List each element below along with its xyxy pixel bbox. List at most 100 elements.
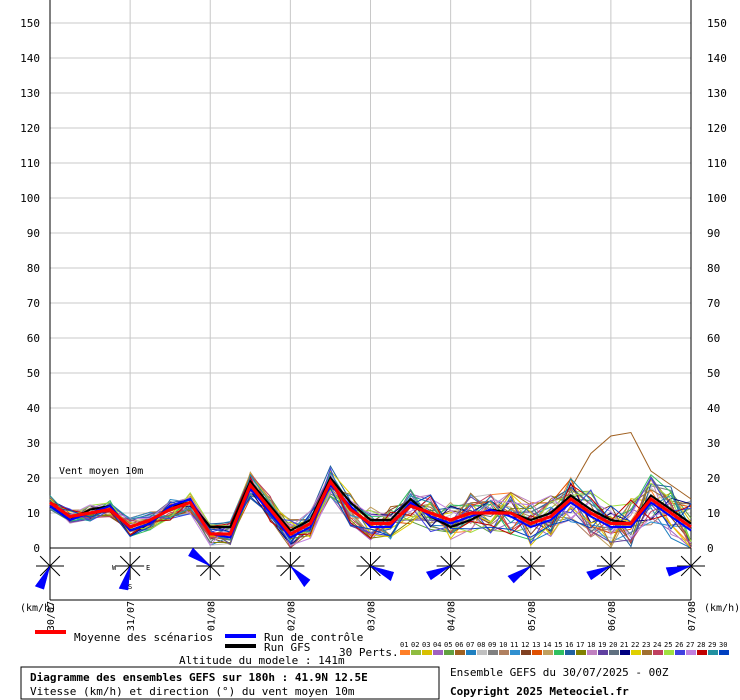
footer-title: Diagramme des ensembles GEFS sur 180h : …: [30, 671, 368, 684]
perturbation-number: 05: [444, 641, 452, 649]
perturbation-swatch: [653, 650, 663, 655]
perturbation-swatch: [488, 650, 498, 655]
y-tick-label-right: 60: [707, 332, 720, 345]
wind-rose-spoke: [129, 565, 141, 577]
perturbation-swatch: [400, 650, 410, 655]
wind-rose-spoke: [610, 555, 622, 567]
y-tick-label-left: 130: [20, 87, 40, 100]
y-tick-label-left: 110: [20, 157, 40, 170]
perturbation-number: 17: [576, 641, 584, 649]
perturbation-number: 25: [664, 641, 672, 649]
wind-direction-pointer: [118, 565, 131, 591]
perturbation-swatch: [697, 650, 707, 655]
perturbation-number: 24: [653, 641, 661, 649]
y-tick-label-right: 120: [707, 122, 727, 135]
x-tick-label: 05/08: [527, 601, 538, 631]
wind-direction-pointer: [665, 565, 692, 577]
wind-rose-spoke: [600, 555, 612, 567]
perturbation-number: 21: [620, 641, 628, 649]
footer-box: [20, 666, 440, 700]
wind-rose-spoke: [690, 555, 702, 567]
x-tick-label: 07/08: [687, 601, 698, 631]
perturbation-number: 30: [719, 641, 727, 649]
y-tick-label-left: 60: [27, 332, 40, 345]
y-tick-label-right: 30: [707, 437, 720, 450]
y-tick-label-left: 90: [27, 227, 40, 240]
perturbation-swatch: [565, 650, 575, 655]
perturbation-number: 02: [411, 641, 419, 649]
wind-rose-spoke: [440, 555, 451, 567]
perturbation-number: 14: [543, 641, 551, 649]
perturbation-swatch: [708, 650, 718, 655]
footer-subtitle: Vitesse (km/h) et direction (°) du vent …: [30, 685, 355, 698]
wind-rose-spoke: [39, 565, 51, 577]
perturbation-swatch: [466, 650, 476, 655]
perturbation-number: 22: [631, 641, 639, 649]
y-tick-label-right: 10: [707, 507, 720, 520]
run-label: Ensemble GEFS du 30/07/2025 - 00Z: [450, 666, 669, 679]
y-tick-label-left: 10: [27, 507, 40, 520]
x-tick-label: 01/08: [206, 601, 217, 631]
perturbation-swatch: [598, 650, 608, 655]
wind-direction-pointer: [507, 565, 531, 584]
main-series: [49, 475, 692, 539]
perturbation-swatch: [554, 650, 564, 655]
y-tick-label-right: 100: [707, 192, 727, 205]
perturbation-swatch: [576, 650, 586, 655]
wind-rose-spoke: [680, 565, 692, 577]
perturbation-number: 12: [521, 641, 529, 649]
y-tick-label-left: 40: [27, 402, 40, 415]
wind-direction-pointer: [290, 565, 311, 588]
perturbation-swatch: [587, 650, 597, 655]
compass-e: E: [146, 564, 150, 572]
y-tick-label-left: 50: [27, 367, 40, 380]
perturbation-number: 10: [499, 641, 507, 649]
y-tick-label-right: 0: [707, 542, 714, 555]
wind-rose-spoke: [530, 565, 542, 577]
wind-direction-pointer: [370, 565, 395, 582]
wind-direction-pointer: [188, 547, 211, 567]
perturbation-swatch: [664, 650, 674, 655]
perturbation-swatch: [675, 650, 685, 655]
legend-gfs-label: Run GFS: [264, 641, 310, 654]
perturbation-number: 04: [433, 641, 441, 649]
wind-rose-spoke: [119, 555, 131, 567]
x-tick-label: 02/08: [286, 601, 297, 631]
y-tick-label-left: 0: [33, 542, 40, 555]
y-tick-label-right: 70: [707, 297, 720, 310]
y-tick-label-left: 80: [27, 262, 40, 275]
perturbation-number: 03: [422, 641, 430, 649]
wind-rose-spoke: [290, 555, 301, 567]
y-tick-label-left: 30: [27, 437, 40, 450]
perturbation-number: 29: [708, 641, 716, 649]
perturbation-legend: 01 02 03 04 05 06 07 08 09 10 11 12 13 14 15 16 17 18 19 20…: [400, 641, 729, 655]
series-line: [49, 478, 692, 537]
wind-rose-spoke: [530, 555, 542, 567]
y-tick-label-left: 100: [20, 192, 40, 205]
y-tick-label-right: 80: [707, 262, 720, 275]
wind-direction-pointer: [34, 565, 51, 590]
perturbation-number: 19: [598, 641, 606, 649]
perturbation-swatch: [642, 650, 652, 655]
altitude-label: Altitude du modele : 141m: [179, 654, 345, 667]
wind-rose-spoke: [610, 565, 622, 577]
y-tick-label-left: 150: [20, 17, 40, 30]
wind-rose-spoke: [209, 565, 221, 577]
x-tick-label: 30/07: [46, 601, 57, 631]
perturbation-number: 01: [400, 641, 408, 649]
perturbation-swatch: [532, 650, 542, 655]
y-tick-label-left: 120: [20, 122, 40, 135]
perturbation-number: 13: [532, 641, 540, 649]
perturbation-swatch: [719, 650, 729, 655]
wind-rose-spoke: [199, 565, 211, 577]
wind-rose-spoke: [450, 565, 461, 577]
legend-mean-label: Moyenne des scénarios: [74, 631, 213, 644]
wind-rose-spoke: [360, 565, 371, 577]
y-tick-label-right: 20: [707, 472, 720, 485]
wind-rose-spoke: [129, 555, 141, 567]
perturbation-swatch: [609, 650, 619, 655]
wind-roses: [34, 547, 705, 591]
perturbation-number: 16: [565, 641, 573, 649]
perturbation-swatch: [631, 650, 641, 655]
perturbation-swatch: [422, 650, 432, 655]
